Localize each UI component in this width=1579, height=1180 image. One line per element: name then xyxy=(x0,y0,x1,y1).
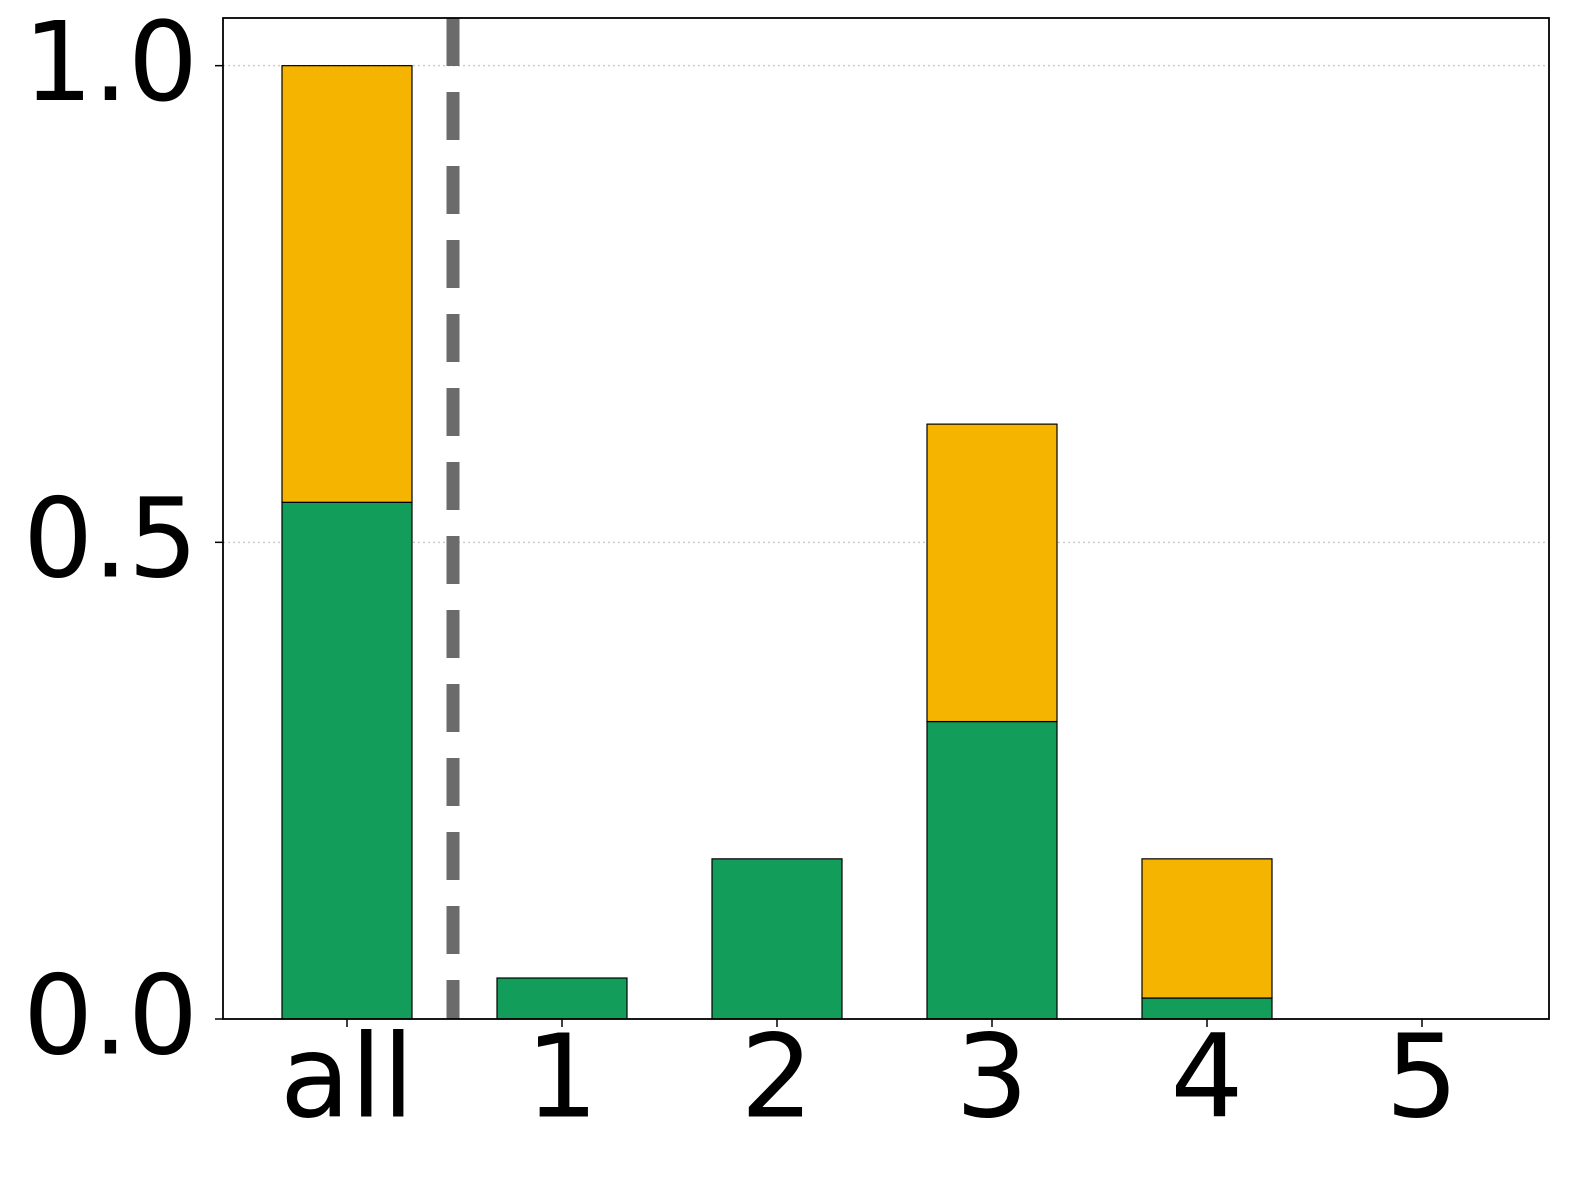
bar-segment xyxy=(926,720,1058,1020)
bar-segment xyxy=(926,423,1058,723)
x-tick-label: 5 xyxy=(1385,1011,1458,1145)
bar-segment xyxy=(496,977,628,1020)
y-tick-label: 1.0 xyxy=(23,0,198,126)
x-tick-label: 2 xyxy=(740,1011,813,1145)
bar-segment xyxy=(711,858,843,1020)
bar-segment xyxy=(1141,858,1273,999)
x-tick-label: 4 xyxy=(1170,1011,1243,1145)
bar-segment xyxy=(281,501,413,1020)
x-tick-label: all xyxy=(280,1011,414,1145)
y-tick-label: 0.0 xyxy=(23,951,198,1079)
plot-frame xyxy=(222,17,1550,1020)
bar-segment xyxy=(281,65,413,503)
y-tick-label: 0.5 xyxy=(23,475,198,603)
x-tick-label: 3 xyxy=(955,1011,1028,1145)
x-tick-label: 1 xyxy=(525,1011,598,1145)
